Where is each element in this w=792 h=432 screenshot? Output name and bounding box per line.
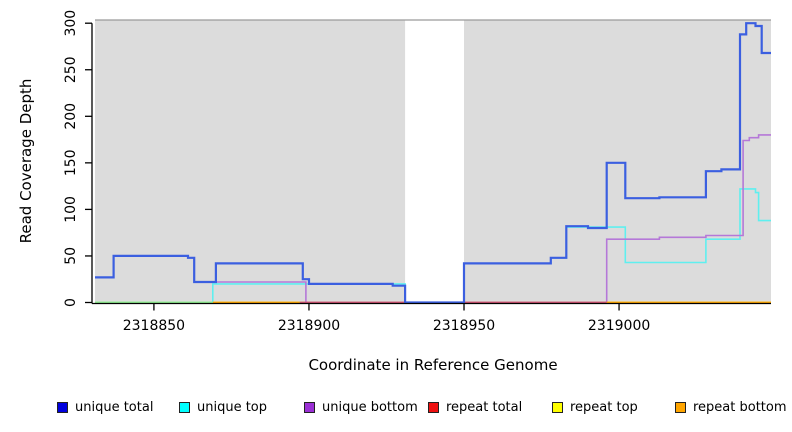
- legend-item-repeat-total: repeat total: [428, 400, 522, 415]
- legend-label: unique top: [197, 400, 268, 415]
- legend-swatch-icon: [57, 402, 68, 413]
- x-axis-title: Coordinate in Reference Genome: [308, 356, 557, 374]
- x-tick-label: 2318950: [433, 318, 495, 334]
- x-tick-label: 2319000: [588, 318, 650, 334]
- axes: 0 50 100 150 200 250 300 2318850 2318900 2318950 2…: [63, 10, 771, 334]
- legend-swatch-icon: [304, 402, 315, 413]
- y-tick-label: 0: [63, 298, 79, 307]
- legend-label: unique total: [75, 400, 154, 415]
- legend-swatch-icon: [428, 402, 439, 413]
- coverage-chart: 0 50 100 150 200 250 300 2318850 2318900 2318950 2…: [17, 10, 771, 374]
- y-axis-title: Read Coverage Depth: [17, 79, 35, 244]
- legend-item-repeat-top: repeat top: [552, 400, 638, 415]
- series-line-unique-total: [95, 22, 771, 304]
- legend-label: repeat bottom: [693, 400, 787, 415]
- legend-label: unique bottom: [322, 400, 418, 415]
- legend-label: repeat total: [446, 400, 523, 415]
- y-tick-label: 200: [63, 103, 79, 130]
- y-tick-label: 50: [63, 247, 79, 265]
- plot-panel: [95, 19, 771, 303]
- panel-background: [464, 20, 771, 303]
- y-tick-label: 300: [63, 10, 79, 37]
- series-lines: [95, 22, 771, 304]
- legend-item-repeat-bottom: repeat bottom: [675, 400, 787, 415]
- y-tick-label: 250: [63, 56, 79, 83]
- legend-swatch-icon: [552, 402, 563, 413]
- chart-legend: unique total unique top unique bottom repea…: [0, 400, 792, 420]
- x-tick-label: 2318850: [123, 318, 185, 334]
- legend-label: repeat top: [570, 400, 638, 415]
- y-tick-label: 150: [63, 149, 79, 176]
- y-tick-label: 100: [63, 196, 79, 223]
- x-tick-label: 2318900: [278, 318, 340, 334]
- legend-swatch-icon: [675, 402, 686, 413]
- panel-background: [95, 20, 406, 303]
- legend-item-unique-top: unique top: [179, 400, 267, 415]
- legend-item-unique-bottom: unique bottom: [304, 400, 418, 415]
- legend-swatch-icon: [179, 402, 190, 413]
- legend-item-unique-total: unique total: [57, 400, 153, 415]
